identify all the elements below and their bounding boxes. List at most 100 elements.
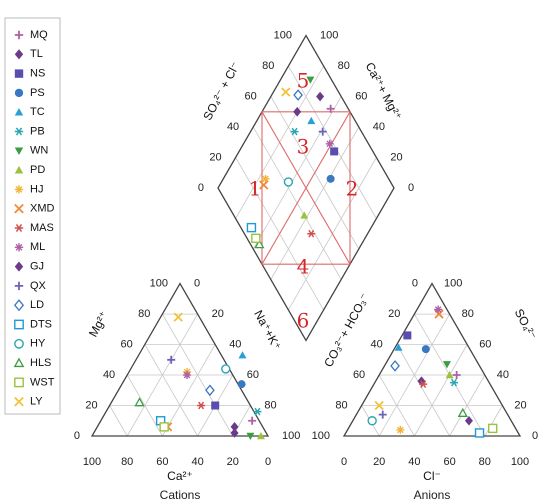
anion-so4-tick: 40 xyxy=(497,369,509,381)
point-diamond-wst xyxy=(251,233,261,243)
point-diamond-pb xyxy=(290,127,299,136)
diamond-camg-tick: 0 xyxy=(408,182,414,194)
cation-ca-tick: 80 xyxy=(121,456,133,468)
zone-number: 2 xyxy=(346,177,359,201)
cation-mg-tick: 20 xyxy=(85,399,97,411)
diamond-camg-tick: 80 xyxy=(338,60,350,72)
legend-label-hj: HJ xyxy=(30,183,43,195)
point-diamond-qx-shape xyxy=(318,127,327,136)
legend-label-xmd: XMD xyxy=(30,203,55,215)
cation-nak-tick: 20 xyxy=(212,308,224,320)
point-diamond-hy-shape xyxy=(283,177,294,187)
point-anion-ld xyxy=(390,360,400,372)
point-cation-ly-shape xyxy=(173,312,183,322)
point-cation-gj xyxy=(230,428,239,438)
anion-co3-tick: 60 xyxy=(353,369,365,381)
diamond-field xyxy=(217,34,395,342)
legend-marker-ld xyxy=(13,299,25,312)
point-diamond-mq xyxy=(326,104,335,113)
axis-label-na-k: Na⁺+K⁺ xyxy=(251,308,284,353)
legend-marker-tc-shape xyxy=(14,108,24,116)
anion-cl-tick: 20 xyxy=(373,456,385,468)
point-diamond-mq-shape xyxy=(326,104,335,113)
point-anion-pd xyxy=(445,371,454,379)
point-diamond-ld-shape xyxy=(293,89,303,101)
cation-mg-tick: 40 xyxy=(103,369,115,381)
legend-marker-mas xyxy=(14,223,24,233)
anion-cl-tick: 40 xyxy=(408,456,420,468)
zone-diagonal xyxy=(261,111,351,265)
point-cation-tc-shape xyxy=(238,351,247,359)
point-cation-qx xyxy=(167,355,176,364)
anion-so4-tick: 60 xyxy=(479,338,491,350)
point-diamond-ld xyxy=(293,89,303,101)
point-anion-hy-shape xyxy=(367,416,377,426)
anion-so4-tick: 0 xyxy=(532,430,538,442)
legend-label-wn: WN xyxy=(30,145,48,157)
point-anion-wn xyxy=(442,361,451,369)
legend-label-wst: WST xyxy=(30,376,55,388)
zone-layer xyxy=(261,111,351,265)
cation-mg-tick: 60 xyxy=(121,338,133,350)
point-cation-mq-shape xyxy=(248,416,257,425)
diamond-so4cl-tick: 40 xyxy=(227,121,239,133)
point-diamond-ly-shape xyxy=(281,87,291,97)
point-cation-gj-shape xyxy=(230,428,239,438)
point-diamond-wn-shape xyxy=(306,76,315,84)
legend-marker-ly xyxy=(14,396,24,407)
point-cation-ns-shape xyxy=(211,401,220,410)
point-anion-hls xyxy=(457,407,468,417)
anion-co3-tick: 80 xyxy=(335,399,347,411)
point-cation-ld-shape xyxy=(205,384,215,397)
point-diamond-pd-shape xyxy=(300,211,309,219)
legend-marker-mq xyxy=(14,30,24,40)
point-cation-pd-shape xyxy=(256,432,265,440)
point-diamond-qx xyxy=(318,127,327,136)
point-anion-pb-shape xyxy=(450,378,458,387)
point-diamond-ly xyxy=(281,87,291,97)
point-cation-ps xyxy=(237,380,246,389)
cation-nak-tick: 0 xyxy=(194,278,200,290)
point-anion-hls-shape xyxy=(457,407,468,417)
legend-marker-tl-shape xyxy=(14,49,24,60)
point-anion-dts xyxy=(474,428,485,438)
legend-marker-gj-shape xyxy=(14,261,24,272)
cation-gridline xyxy=(126,374,163,437)
legend-marker-hj-shape xyxy=(14,185,24,194)
diamond-camg-tick: 20 xyxy=(390,151,402,163)
point-cation-qx-shape xyxy=(167,355,176,364)
point-diamond-pd xyxy=(300,211,309,219)
legend-marker-ml-shape xyxy=(14,243,24,252)
legend-marker-hy xyxy=(14,338,24,349)
point-layer xyxy=(134,76,498,440)
legend-marker-pb-shape xyxy=(14,127,24,136)
axis-label-ca: Ca²⁺ xyxy=(167,469,193,483)
point-anion-qx-shape xyxy=(378,410,387,419)
point-diamond-xmd-shape xyxy=(259,180,269,190)
point-anion-wst xyxy=(488,423,498,434)
point-anion-ns xyxy=(403,331,412,340)
point-diamond-hj-shape xyxy=(261,174,270,183)
axis-label-co3-hco3: CO₃²⁻+ HCO₃⁻ xyxy=(321,291,372,369)
point-anion-dts-shape xyxy=(474,428,485,438)
grid-layer xyxy=(109,65,503,437)
legend-label-pd: PD xyxy=(30,164,45,176)
anion-gridline xyxy=(484,405,503,437)
legend-marker-pd xyxy=(14,165,24,174)
point-diamond-hls xyxy=(254,239,265,249)
point-diamond-pb-shape xyxy=(290,127,299,136)
cation-nak-tick: 80 xyxy=(264,399,276,411)
legend-label-hy: HY xyxy=(30,338,46,350)
zone-number: 6 xyxy=(297,309,310,333)
diamond-so4cl-tick: 100 xyxy=(274,30,292,42)
point-anion-hj-shape xyxy=(396,425,405,434)
point-diamond-gj xyxy=(293,106,302,117)
point-diamond-tc-shape xyxy=(307,116,316,125)
point-diamond-gj-shape xyxy=(293,106,302,117)
legend-marker-mq-shape xyxy=(14,30,24,40)
diamond-camg-tick: 100 xyxy=(320,30,338,42)
point-cation-ps-shape xyxy=(237,380,246,389)
point-diamond-ml-shape xyxy=(325,139,334,148)
point-cation-mas xyxy=(197,401,206,410)
